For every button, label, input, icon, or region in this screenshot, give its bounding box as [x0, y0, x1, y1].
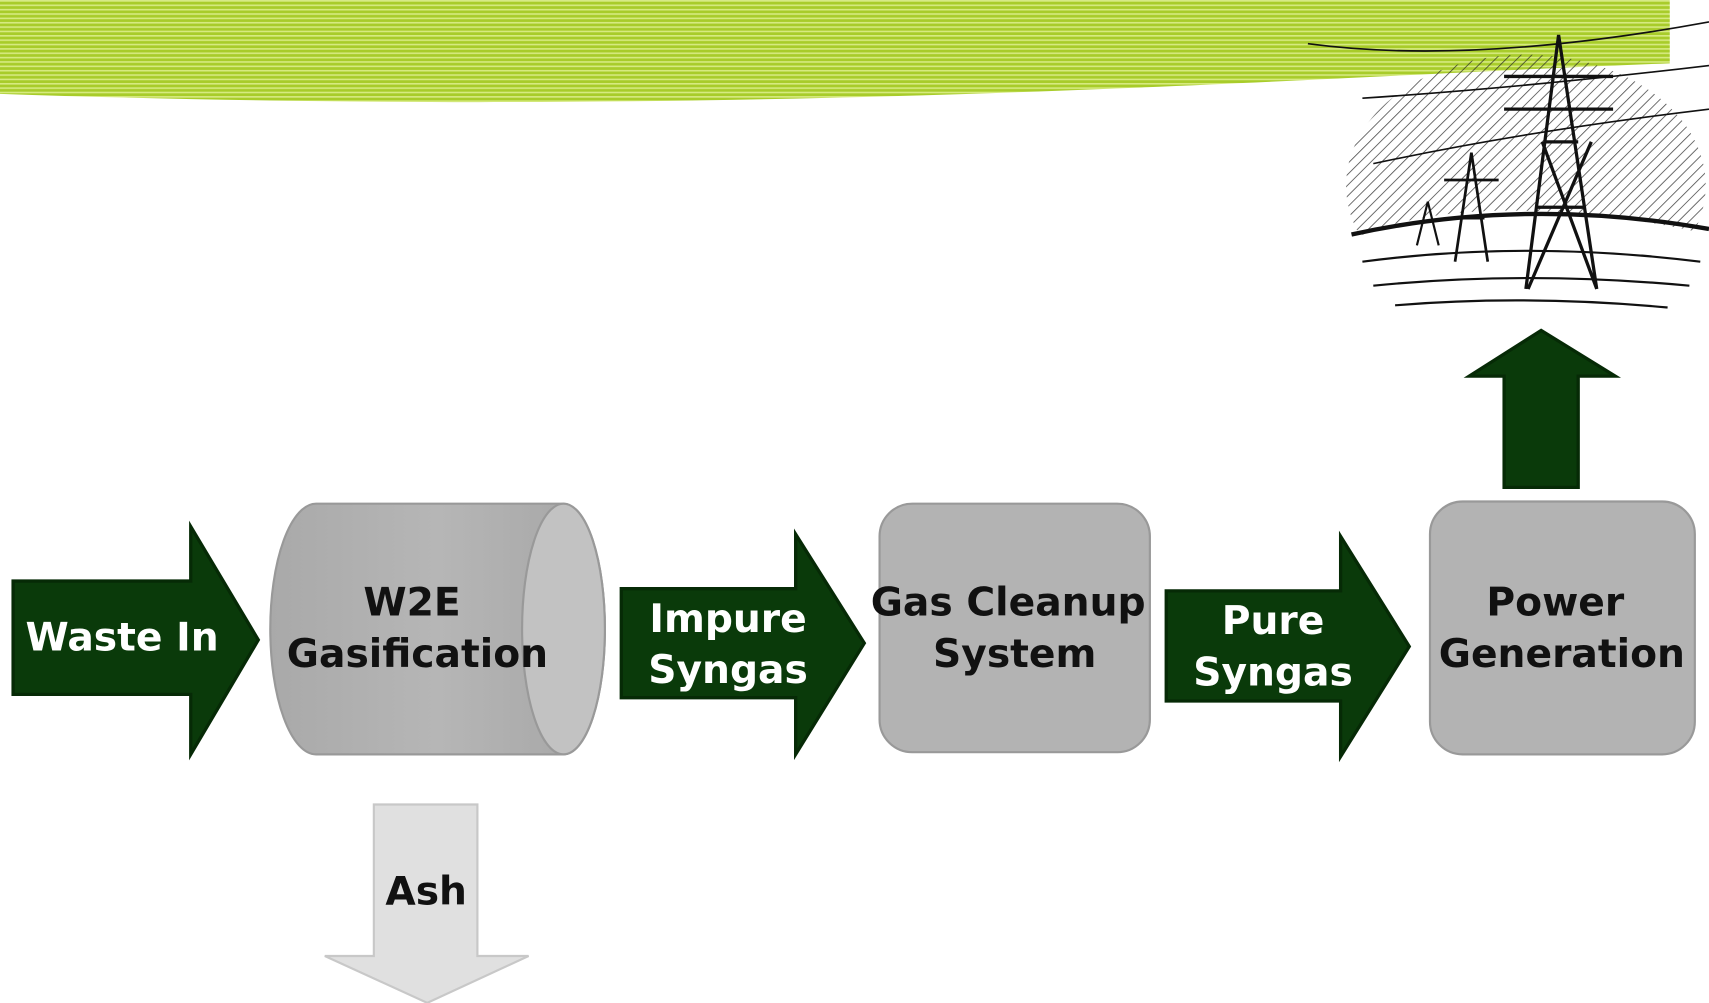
arrow-label: Impure	[649, 597, 806, 642]
output-arrow	[1469, 330, 1615, 487]
arrow-label: Syngas	[648, 648, 808, 693]
unit-label: W2E	[363, 581, 460, 626]
diagram: Waste In W2E Gasification Impure Syngas …	[0, 0, 1709, 1003]
stream-arrow	[1166, 536, 1409, 756]
cylinder-cap	[522, 504, 605, 755]
unit-box	[1430, 502, 1695, 755]
unit-label: Gasification	[287, 632, 548, 677]
unit-label: System	[933, 632, 1096, 677]
stream-arrow	[621, 534, 864, 754]
unit-box	[880, 504, 1150, 753]
page: Waste In W2E Gasification Impure Syngas …	[0, 0, 1709, 1003]
unit-label: Gas Cleanup	[871, 581, 1146, 626]
arrow-label: Waste In	[25, 615, 218, 660]
arrow-label: Syngas	[1193, 650, 1353, 695]
unit-label: Generation	[1439, 632, 1685, 677]
arrow-label: Ash	[385, 869, 467, 914]
unit-label: Power	[1486, 581, 1625, 626]
arrow-label: Pure	[1222, 599, 1325, 644]
